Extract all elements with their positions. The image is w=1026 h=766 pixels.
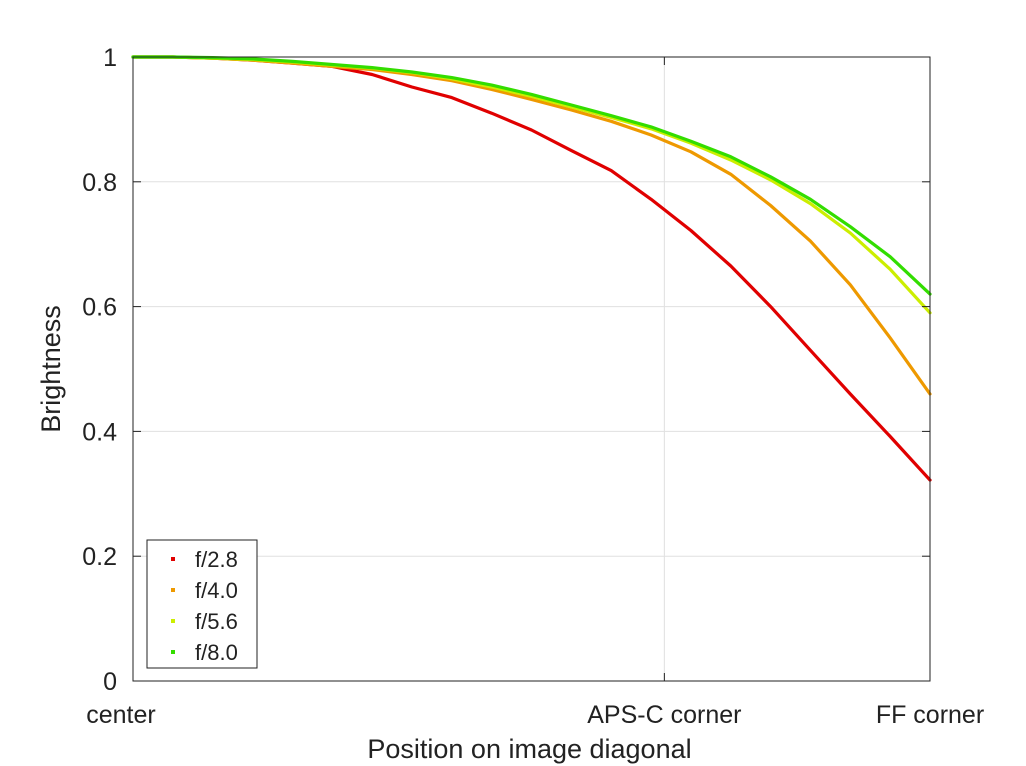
tick-layer: 0 0.2 0.4 0.6 0.8 1 center APS-C corner FF corne… <box>82 44 984 729</box>
legend: f/2.8 f/4.0 f/5.6 f/8.0 <box>146 539 258 669</box>
x-tick-label: FF corner <box>876 701 984 729</box>
x-axis-label: Position on image diagonal <box>367 734 691 764</box>
y-tick-label: 0.4 <box>82 418 117 446</box>
legend-marker <box>171 588 175 592</box>
plot-frame <box>132 56 931 682</box>
legend-label: f/4.0 <box>195 578 238 603</box>
legend-box <box>146 539 258 669</box>
series-line-f28 <box>131 55 932 482</box>
y-tick-label: 0.8 <box>82 169 117 197</box>
grid <box>133 57 930 681</box>
y-tick-label: 0.6 <box>82 294 117 322</box>
legend-label: f/8.0 <box>195 640 238 665</box>
series-line-f40 <box>131 55 932 396</box>
legend-label: f/2.8 <box>195 547 238 572</box>
series-line-f80 <box>131 55 932 296</box>
legend-marker <box>171 650 175 654</box>
y-axis-label: Brightness <box>36 305 66 433</box>
y-tick-label: 0 <box>103 668 117 696</box>
legend-label: f/5.6 <box>195 609 238 634</box>
y-tick-label: 0.2 <box>82 543 117 571</box>
y-tick-label: 1 <box>103 44 117 72</box>
legend-marker <box>171 619 175 623</box>
x-tick-label: center <box>86 701 155 729</box>
series-layer <box>131 55 932 482</box>
x-tick-label: APS-C corner <box>587 701 741 729</box>
legend-marker <box>171 557 175 561</box>
